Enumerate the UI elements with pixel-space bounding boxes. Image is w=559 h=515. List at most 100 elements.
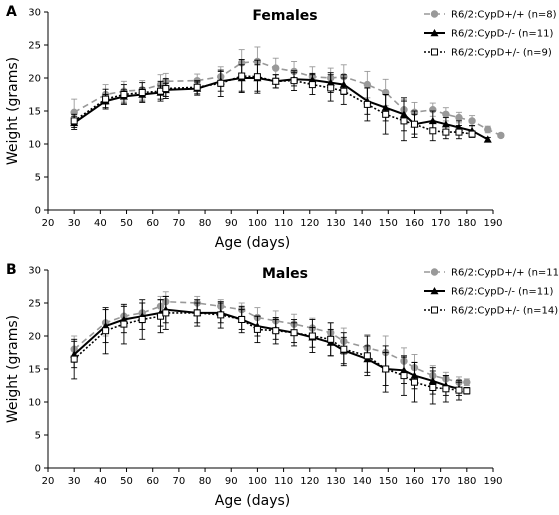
x-tick-label: 90 — [225, 218, 238, 229]
legend-label: R6/2:CypD+/+ (n=11) — [451, 268, 559, 279]
data-point — [308, 332, 316, 340]
y-tick-label: 30 — [28, 8, 41, 19]
x-tick-label: 90 — [225, 476, 238, 487]
legend-marker — [430, 29, 439, 37]
x-tick-label: 110 — [274, 476, 293, 487]
data-point — [217, 79, 225, 87]
data-point — [272, 64, 280, 72]
data-point — [484, 125, 492, 134]
chart-title: Females — [252, 8, 317, 24]
legend: R6/2:CypD+/+ (n=8) R6/2:CypD-/- (n=11) R6/… — [424, 10, 557, 59]
x-tick-label: 140 — [353, 218, 372, 229]
data-point — [468, 117, 476, 125]
x-tick-label: 110 — [274, 218, 293, 229]
x-tick-label: 180 — [457, 218, 476, 229]
x-tick-label: 50 — [120, 476, 133, 487]
data-point — [162, 309, 170, 317]
x-tick-label: 150 — [379, 476, 398, 487]
data-point — [253, 73, 261, 81]
x-tick-label: 60 — [146, 218, 159, 229]
series-line — [73, 300, 467, 384]
data-series — [70, 64, 492, 143]
y-tick-label: 20 — [28, 74, 41, 85]
data-point — [442, 385, 450, 393]
data-point — [410, 120, 418, 128]
data-point — [193, 83, 201, 91]
data-point — [308, 81, 316, 89]
y-tick-label: 25 — [28, 41, 41, 52]
data-point — [238, 72, 246, 80]
data-point — [120, 320, 128, 328]
x-tick-label: 190 — [483, 476, 502, 487]
legend-marker — [431, 48, 438, 56]
series-line — [73, 312, 467, 392]
data-point — [138, 89, 146, 97]
x-tick-label: 20 — [42, 218, 55, 229]
data-point — [253, 325, 261, 333]
data-point — [290, 77, 298, 85]
x-tick-label: 70 — [173, 218, 186, 229]
chart-panel: A Females 0 5 10 15 20 25 30 20 30 40 50 60 70 80 90 100 1… — [5, 4, 557, 251]
legend: R6/2:CypD+/+ (n=11) R6/2:CypD-/- (n=11) R6… — [424, 268, 559, 317]
x-tick-label: 70 — [173, 476, 186, 487]
data-point — [102, 327, 110, 335]
series-line — [73, 60, 502, 137]
legend-label: R6/2:CypD-/- (n=11) — [451, 287, 553, 298]
y-tick-label: 15 — [28, 107, 41, 118]
data-point — [410, 378, 418, 386]
x-tick-label: 30 — [68, 476, 81, 487]
data-series — [70, 59, 476, 142]
x-tick-label: 130 — [326, 476, 345, 487]
data-point — [442, 128, 450, 136]
legend-label: R6/2:CypD+/- (n=14) — [451, 306, 558, 317]
data-point — [382, 365, 390, 373]
legend-marker — [430, 287, 439, 295]
x-axis-title: Age (days) — [215, 235, 291, 251]
data-point — [455, 113, 463, 122]
panel-label: B — [6, 262, 17, 278]
data-point — [193, 309, 201, 317]
y-tick-label: 0 — [35, 464, 41, 475]
x-tick-label: 40 — [94, 476, 107, 487]
data-point — [463, 387, 471, 395]
x-tick-label: 170 — [431, 476, 450, 487]
x-tick-label: 120 — [300, 476, 319, 487]
y-tick-label: 0 — [35, 206, 41, 217]
x-axis-title: Age (days) — [215, 493, 291, 509]
y-tick-label: 30 — [28, 266, 41, 277]
y-tick-label: 10 — [28, 398, 41, 409]
series-line — [73, 77, 489, 141]
x-tick-label: 50 — [120, 218, 133, 229]
x-tick-label: 150 — [379, 218, 398, 229]
x-tick-label: 160 — [405, 218, 424, 229]
panel-label: A — [6, 4, 17, 20]
y-axis-title: Weight (grams) — [5, 315, 21, 423]
x-tick-label: 30 — [68, 218, 81, 229]
data-point — [138, 316, 146, 323]
x-tick-label: 100 — [248, 218, 267, 229]
legend-marker — [430, 10, 439, 18]
data-point — [468, 130, 476, 138]
chart-panel: B Males 0 5 10 15 20 25 30 20 30 40 50 60 70 80 90 100 110… — [5, 262, 559, 509]
legend-marker — [430, 268, 439, 276]
x-tick-label: 130 — [326, 218, 345, 229]
x-tick-label: 180 — [457, 476, 476, 487]
data-point — [497, 131, 505, 140]
data-point — [272, 77, 280, 85]
legend-label: R6/2:CypD-/- (n=11) — [451, 29, 553, 40]
data-point — [120, 91, 128, 98]
data-point — [483, 135, 492, 143]
x-tick-label: 160 — [405, 476, 424, 487]
chart-title: Males — [262, 266, 308, 282]
data-series — [70, 295, 471, 405]
y-tick-label: 5 — [35, 431, 41, 442]
data-point — [102, 95, 110, 103]
x-tick-label: 80 — [199, 218, 212, 229]
legend-label: R6/2:CypD+/+ (n=8) — [451, 10, 557, 21]
data-point — [400, 117, 408, 125]
x-tick-label: 190 — [483, 218, 502, 229]
data-point — [429, 127, 437, 135]
data-point — [400, 372, 408, 380]
data-point — [290, 329, 298, 337]
x-tick-label: 140 — [353, 476, 372, 487]
